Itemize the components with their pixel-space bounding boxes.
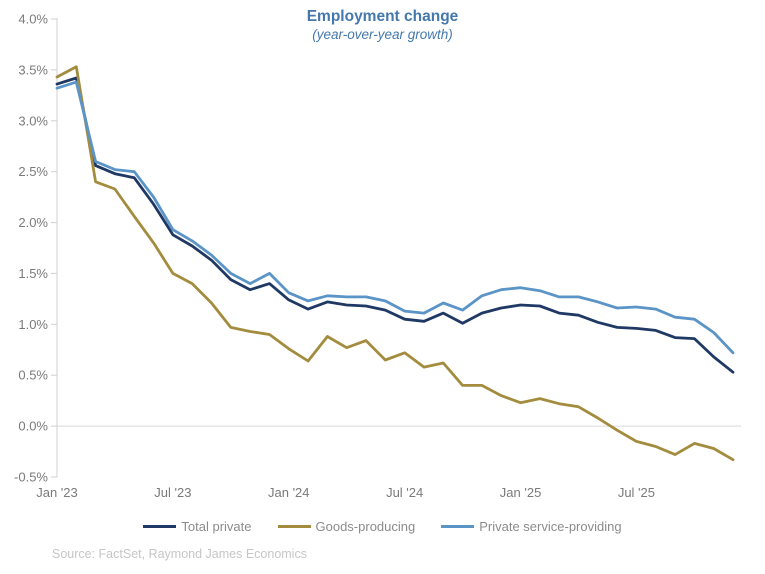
legend-label-goods-producing: Goods-producing — [315, 519, 416, 534]
x-axis-label: Jan '23 — [36, 485, 78, 500]
x-axis-label: Jul '23 — [154, 485, 191, 500]
y-axis-label: 4.0% — [18, 12, 48, 27]
legend-item-total-private: Total private — [143, 519, 252, 534]
y-axis-label: 0.0% — [18, 419, 48, 434]
series-line-private-service-providing — [55, 80, 735, 355]
y-axis-label: 1.0% — [18, 317, 48, 332]
series-line-total-private — [55, 76, 735, 374]
source-note: Source: FactSet, Raymond James Economics — [52, 547, 307, 561]
chart-legend: Total private Goods-producing Private se… — [0, 519, 765, 534]
y-axis-label: 3.5% — [18, 62, 48, 77]
legend-label-total-private: Total private — [181, 519, 252, 534]
legend-label-private-service-providing: Private service-providing — [479, 519, 622, 534]
y-axis-label: 3.0% — [18, 113, 48, 128]
legend-item-private-service-providing: Private service-providing — [441, 519, 622, 534]
legend-line-swatch-private-service-providing — [441, 525, 475, 528]
x-axis-label: Jul '24 — [386, 485, 423, 500]
y-axis-label: 1.5% — [18, 266, 48, 281]
line-chart-plot-area: 4.0% 3.5% 3.0% 2.5% 2.0% 1.5% 1.0% 0.5% 0.0% -0.5… — [14, 12, 741, 500]
series-line-goods-producing — [55, 65, 735, 462]
y-axis-label: -0.5% — [14, 470, 48, 485]
legend-line-swatch-total-private — [143, 525, 177, 528]
y-axis-label: 0.5% — [18, 368, 48, 383]
y-axis-label: 2.5% — [18, 164, 48, 179]
x-axis-label: Jul '25 — [618, 485, 655, 500]
legend-line-swatch-goods-producing — [277, 525, 311, 528]
x-axis-label: Jan '24 — [268, 485, 310, 500]
x-axis-label: Jan '25 — [500, 485, 542, 500]
legend-item-goods-producing: Goods-producing — [277, 519, 416, 534]
y-axis-label: 2.0% — [18, 215, 48, 230]
